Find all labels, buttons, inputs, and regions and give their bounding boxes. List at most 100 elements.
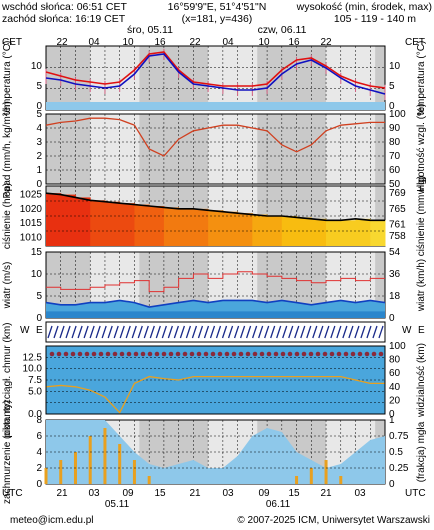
wind-arrow [53, 325, 59, 339]
frost-strip [46, 102, 385, 110]
coords-text: 16°59'9"E, 51°4'51"N [168, 1, 267, 13]
daylight-band [326, 46, 376, 110]
wind-arrow [95, 325, 101, 339]
cloud-top-dot [182, 351, 188, 357]
cloud-top-dot [112, 351, 118, 357]
wind-arrow [354, 325, 360, 339]
wind-arrow [191, 325, 198, 339]
y-tick-label-left: 10 [31, 61, 43, 72]
cloud-top-dot [175, 351, 181, 357]
wind-arrow [221, 325, 228, 339]
wind-arrow [276, 325, 282, 339]
y-tick-label-left: 6 [36, 431, 42, 442]
pressure-bar [60, 194, 76, 246]
cloud-top-dot [336, 351, 342, 357]
y-tick-label-right: 758 [389, 231, 406, 242]
wind-arrow [179, 325, 186, 339]
daylight-band [90, 46, 140, 110]
wind-arrow [65, 325, 71, 339]
y-tick-label-left: 1015 [20, 218, 43, 229]
wind-arrow [360, 325, 366, 339]
wind-arrow [300, 325, 306, 339]
fog-bar [295, 476, 299, 484]
y-tick-label-right: 60 [389, 368, 401, 379]
cloud-top-dot [378, 351, 384, 357]
wind-axis-label: wiatr (m/s) [2, 262, 13, 310]
bottom-hour-labels: 21 03 09 15 21 03 09 15 21 03 [56, 488, 366, 499]
top-hour-label: 04 [88, 37, 100, 48]
y-tick-label-right: 0 [389, 409, 395, 420]
cloud-top-dot [343, 351, 349, 357]
y-tick-label-right: 18 [389, 291, 401, 302]
pressure-bar [326, 220, 342, 246]
y-tick-label-right: 0.5 [389, 447, 403, 458]
pressure-bar [222, 211, 239, 246]
top-hour-label: 22 [320, 37, 332, 48]
y-tick-label-right: 10 [389, 61, 401, 72]
wind-arrow [101, 325, 107, 339]
wind-arrow [125, 325, 131, 339]
cloud-top-dot [294, 351, 300, 357]
visibility-axis-label: widzialność (km) [416, 343, 427, 418]
top-hour-label: 22 [56, 37, 68, 48]
pressure-bar [46, 193, 62, 246]
wind-arrow [366, 325, 372, 339]
y-tick-label-right: 769 [389, 188, 406, 199]
cloud-base-panel: 0.0 5.07.510.012.5 0 20 40 60 80 100 pion. rozci… [2, 322, 427, 437]
y-tick-label-right: 80 [389, 137, 401, 148]
wind-arrow [318, 325, 324, 339]
height-title: wysokość (min, środek, max) [296, 1, 432, 13]
wind-arrow [324, 325, 330, 339]
top-hour-label: 04 [222, 37, 234, 48]
pressure-bar [208, 210, 224, 246]
y-tick-label-left: 10.0 [23, 364, 43, 375]
bottom-hour-label: 15 [288, 488, 300, 499]
wind-arrow [252, 325, 258, 339]
tz-top-left: CET [2, 37, 22, 48]
top-hour-labels: 22 04 10 16 22 04 10 16 22 [56, 37, 332, 48]
y-tick-label-right: 0.75 [389, 431, 409, 442]
pressure-bar [104, 201, 121, 246]
y-tick-label-left: 4 [36, 123, 42, 134]
cloud-top-dot [210, 351, 216, 357]
tz-bottom-left: UTC [2, 488, 23, 499]
wind-arrow [270, 325, 276, 339]
bottom-hour-label: 03 [354, 488, 366, 499]
cloud-top-dot [315, 351, 321, 357]
y-tick-label-right: 0 [389, 479, 395, 490]
y-tick-label-left: 0 [36, 479, 42, 490]
cloud-top-dot [273, 351, 279, 357]
wind-arrow [77, 325, 83, 339]
compass-e: E [36, 325, 43, 336]
tz-bottom-right: UTC [405, 488, 426, 499]
fog-bar [339, 476, 343, 484]
y-tick-label-left: 15 [31, 247, 43, 258]
bottom-hour-label: 21 [189, 488, 201, 499]
y-tick-label-right: 54 [389, 247, 401, 258]
wind-arrow [330, 325, 336, 339]
cloud-top-dot [196, 351, 202, 357]
wind-arrow [312, 325, 318, 339]
humidity-axis-label: wilgotność wzgl. (%) [416, 104, 427, 196]
y-tick-label-right: 50 [389, 179, 401, 190]
bottom-hour-label: 03 [222, 488, 234, 499]
y-tick-label-right: 5 [389, 81, 395, 92]
wind-arrow [113, 325, 119, 339]
wind-arrow [306, 325, 312, 339]
y-tick-label-right: 0.25 [389, 463, 409, 474]
sunset-text: zachód słońca: 16:19 CET [2, 13, 126, 25]
y-tick-label-left: 5 [36, 109, 42, 120]
perceived-temp-line [45, 53, 386, 95]
y-tick-label-left: 0.0 [28, 409, 42, 420]
y-tick-label-left: 0 [36, 101, 42, 112]
wind-arrow [89, 325, 95, 339]
y-tick-label-right: 36 [389, 269, 401, 280]
cloud-top-dot [224, 351, 230, 357]
humidity-line [45, 117, 385, 157]
fog-bar [44, 468, 48, 484]
wind-arrow [227, 325, 234, 339]
cloud-top-dot [126, 351, 132, 357]
pressure-line [45, 192, 385, 222]
wind-arrow [294, 325, 300, 339]
